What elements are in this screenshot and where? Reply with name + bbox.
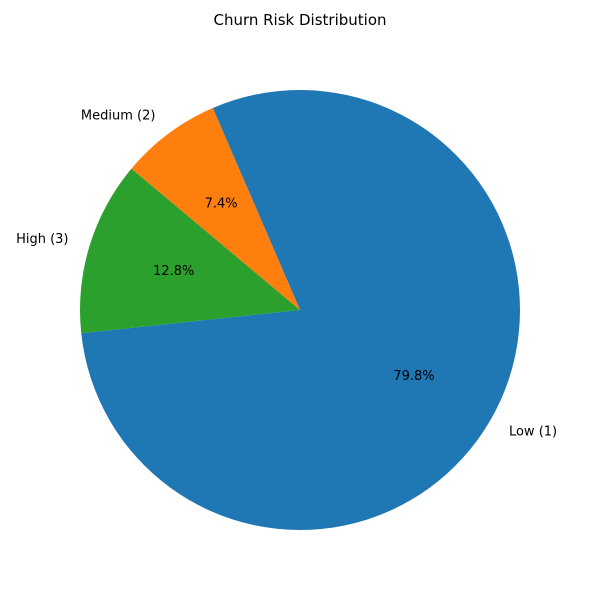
- pct-label-0: 12.8%: [153, 264, 194, 279]
- pie-slice-2: [131, 108, 300, 310]
- chart-title: Churn Risk Distribution: [213, 11, 386, 29]
- slice-label-1: Low (1): [509, 425, 557, 440]
- pie-slice-1: [81, 90, 521, 530]
- pie-labels: High (3) 12.8% Low (1) 79.8% Medium (2) 7.4%: [16, 108, 557, 439]
- pie-slices: [79, 90, 521, 530]
- pct-label-2: 7.4%: [205, 197, 238, 212]
- slice-label-2: Medium (2): [81, 108, 156, 123]
- slice-label-0: High (3): [16, 232, 68, 247]
- pie-slice-0: [79, 168, 300, 334]
- pct-label-1: 79.8%: [393, 369, 434, 384]
